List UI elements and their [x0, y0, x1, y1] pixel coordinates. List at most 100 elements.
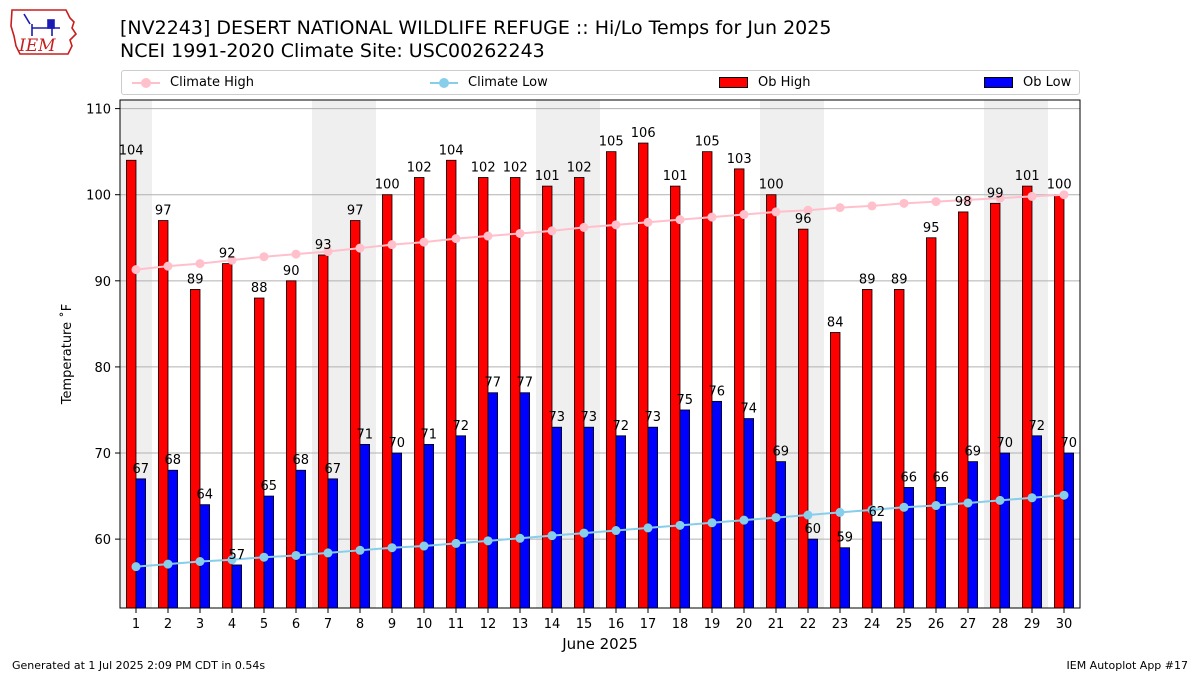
climate-high-point: [547, 226, 557, 236]
iem-logo: IEM: [10, 9, 78, 56]
climate-high-point: [163, 261, 173, 271]
ob-low-bar: [807, 538, 819, 609]
ob-low-label: 71: [421, 427, 438, 442]
climate-high-point: [355, 243, 365, 253]
climate-low-point: [1059, 490, 1069, 500]
ob-low-bar: [999, 452, 1011, 609]
climate-low-point: [163, 559, 173, 569]
ob-low-label: 66: [901, 470, 918, 485]
plot-frame: [119, 99, 1081, 609]
x-tick-label: 10: [416, 617, 433, 632]
climate-low-point: [835, 507, 845, 517]
ob-low-bar: [615, 435, 627, 609]
ob-high-label: 99: [987, 186, 1004, 201]
legend-item-ob-high: Ob High: [719, 71, 811, 94]
climate-high-point: [259, 252, 269, 262]
x-tick-label: 6: [292, 617, 300, 632]
climate-high-point: [387, 240, 397, 250]
ob-low-label: 70: [389, 436, 406, 451]
x-tick-label: 4: [228, 617, 236, 632]
x-tick-label: 14: [544, 617, 561, 632]
x-tick-label: 24: [864, 617, 881, 632]
climate-low-point: [899, 502, 909, 512]
x-tick-label: 1: [132, 617, 140, 632]
ob-high-bar: [926, 237, 937, 609]
logo-text: IEM: [18, 36, 56, 56]
legend-line-icon: [132, 77, 160, 88]
ob-high-label: 102: [407, 160, 432, 175]
ob-high-label: 89: [891, 272, 908, 287]
x-tick-label: 9: [388, 617, 396, 632]
climate-high-point: [579, 222, 589, 232]
legend-label: Climate Low: [468, 75, 548, 90]
ob-low-label: 72: [1029, 419, 1046, 434]
ob-low-bar: [743, 418, 755, 609]
climate-low-point: [579, 528, 589, 538]
legend-label: Ob High: [758, 75, 811, 90]
ob-low-label: 73: [645, 410, 662, 425]
ob-low-label: 74: [741, 402, 758, 417]
ob-high-label: 104: [439, 143, 464, 158]
x-tick-label: 3: [196, 617, 204, 632]
climate-high-point: [227, 255, 237, 265]
x-axis-title: June 2025: [561, 635, 638, 653]
ob-low-label: 62: [869, 505, 886, 520]
ob-low-bar: [1063, 452, 1075, 609]
ob-high-bar: [253, 297, 265, 609]
ob-low-label: 77: [485, 376, 502, 391]
climate-low-point: [547, 531, 557, 541]
legend-item-climate-high: Climate High: [132, 71, 254, 94]
climate-low-point: [451, 538, 461, 548]
climate-low-line: [135, 494, 1065, 568]
ob-high-label: 101: [663, 169, 688, 184]
ob-high-bar: [734, 168, 745, 609]
ob-low-label: 68: [293, 453, 310, 468]
ob-low-label: 57: [229, 548, 246, 563]
chart-subtitle: NCEI 1991-2020 Climate Site: USC00262243: [120, 40, 545, 62]
x-tick-label: 16: [608, 617, 625, 632]
x-tick-label: 12: [480, 617, 497, 632]
climate-high-point: [739, 210, 749, 220]
ob-low-label: 67: [133, 462, 150, 477]
legend-box-icon: [719, 77, 748, 88]
ob-high-bar: [798, 228, 809, 609]
ob-high-label: 105: [695, 135, 720, 150]
x-tick-label: 29: [1024, 617, 1041, 632]
x-tick-label: 28: [992, 617, 1009, 632]
ob-high-label: 90: [283, 264, 300, 279]
climate-low-point: [707, 518, 717, 528]
climate-low-point: [131, 562, 141, 572]
climate-high-point: [707, 212, 717, 222]
x-tick-label: 5: [260, 617, 268, 632]
ob-low-label: 77: [517, 376, 534, 391]
ob-high-bar: [574, 177, 585, 609]
y-tick-label: 110: [86, 103, 111, 118]
ob-low-bar: [1031, 435, 1043, 609]
x-tick-label: 27: [960, 617, 977, 632]
ob-low-label: 65: [261, 479, 278, 494]
x-tick-label: 13: [512, 617, 529, 632]
ob-high-bar: [958, 211, 969, 609]
ob-low-bar: [583, 426, 595, 609]
climate-low-point: [867, 505, 877, 515]
ob-high-label: 100: [375, 178, 400, 193]
ob-high-label: 97: [347, 204, 364, 219]
ob-low-label: 75: [677, 393, 694, 408]
climate-low-point: [643, 523, 653, 533]
climate-low-point: [515, 533, 525, 543]
ob-high-label: 104: [119, 143, 144, 158]
climate-low-point: [995, 495, 1005, 505]
ob-high-label: 102: [503, 160, 528, 175]
climate-high-point: [995, 193, 1005, 203]
climate-high-line: [135, 193, 1065, 271]
climate-low-point: [1027, 493, 1037, 503]
x-tick-label: 30: [1056, 617, 1073, 632]
ob-low-label: 64: [197, 488, 214, 503]
ob-high-label: 106: [631, 126, 656, 141]
climate-high-point: [675, 215, 685, 225]
ob-low-label: 59: [837, 531, 854, 546]
climate-low-point: [483, 536, 493, 546]
ob-high-bar: [542, 185, 553, 609]
ob-high-label: 100: [1047, 178, 1072, 193]
